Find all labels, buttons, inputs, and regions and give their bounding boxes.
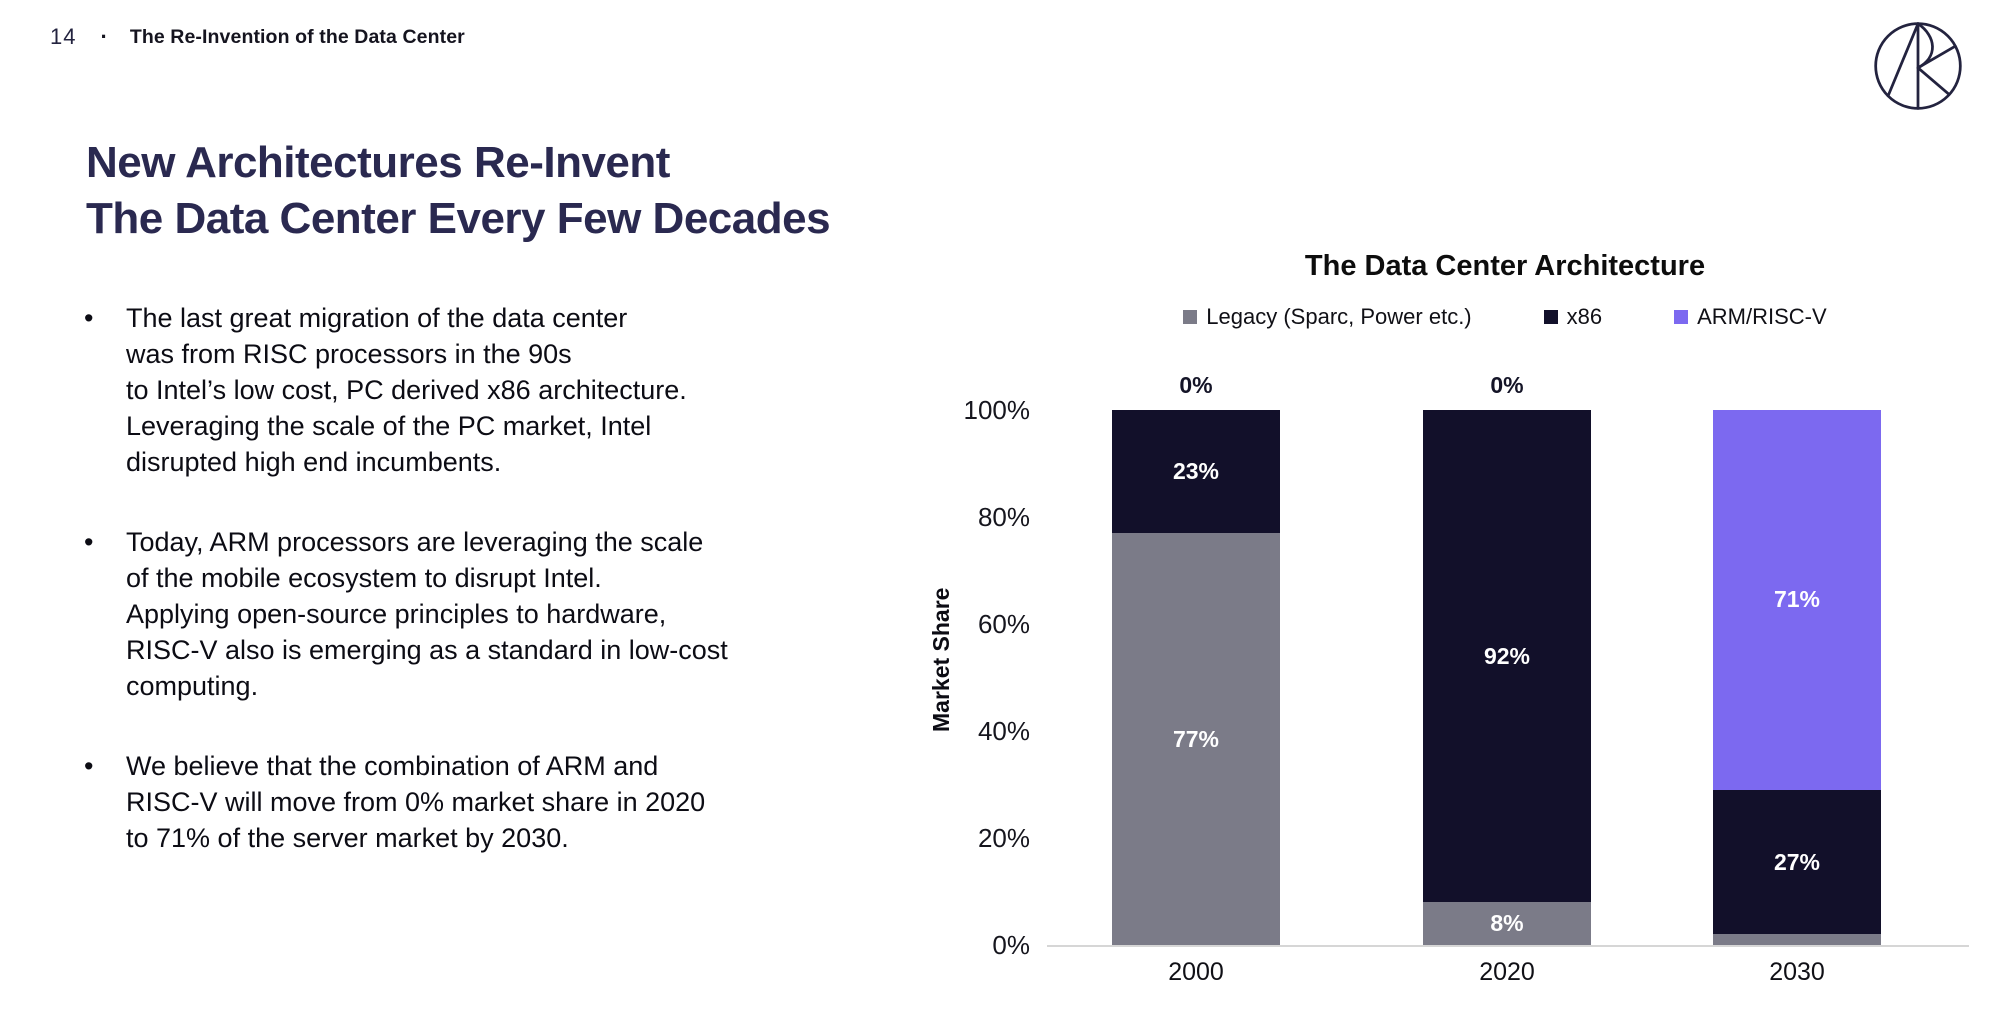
legend-item-arm-riscv: ARM/RISC-V xyxy=(1674,304,1827,330)
chart-legend: Legacy (Sparc, Power etc.) x86 ARM/RISC-… xyxy=(1050,304,1960,330)
legend-swatch-arm-riscv-icon xyxy=(1674,310,1689,324)
page-number: 14 xyxy=(50,24,77,49)
bar-segment-2000-1: 23% xyxy=(1112,410,1280,534)
bullet-line: Leveraging the scale of the PC market, I… xyxy=(126,411,652,441)
legend-label: ARM/RISC-V xyxy=(1697,304,1827,329)
bullet-marker: • xyxy=(84,527,94,557)
header-title: The Re-Invention of the Data Center xyxy=(129,25,465,48)
legend-label: Legacy (Sparc, Power etc.) xyxy=(1206,304,1472,329)
bullet-line: to 71% of the server market by 2030. xyxy=(126,823,569,853)
x-axis-category-label: 2020 xyxy=(1479,958,1535,986)
bullet-line: The last great migration of the data cen… xyxy=(126,303,628,333)
y-axis-tick-label: 100% xyxy=(963,395,1031,425)
bullet-line: Applying open-source principles to hardw… xyxy=(126,599,667,629)
data-label-zero: 0% xyxy=(1179,372,1213,398)
x-axis-category-label: 2000 xyxy=(1168,958,1224,986)
bullet-marker: • xyxy=(84,751,94,781)
y-axis-tick-label: 80% xyxy=(977,502,1030,532)
bullet-item: • We believe that the combination of ARM… xyxy=(84,748,884,856)
bar-segment-2020-1: 92% xyxy=(1423,410,1591,903)
bullet-line: computing. xyxy=(126,671,259,701)
slide-title: New Architectures Re-Invent The Data Cen… xyxy=(86,135,831,247)
bullet-text: We believe that the combination of ARM a… xyxy=(126,748,705,856)
bullet-item: • Today, ARM processors are leveraging t… xyxy=(84,524,884,704)
header-separator: · xyxy=(100,24,108,49)
bullet-line: was from RISC processors in the 90s xyxy=(126,339,572,369)
legend-swatch-x86-icon xyxy=(1543,310,1558,324)
y-axis-tick-label: 40% xyxy=(977,716,1030,746)
bullet-text: Today, ARM processors are leveraging the… xyxy=(126,524,728,704)
bullet-line: RISC-V will move from 0% market share in… xyxy=(126,787,706,817)
y-axis-tick-label: 60% xyxy=(977,609,1030,639)
bullet-line: of the mobile ecosystem to disrupt Intel… xyxy=(126,563,602,593)
data-label: 27% xyxy=(1773,848,1821,875)
slide-title-line1: New Architectures Re-Invent xyxy=(86,138,670,188)
chart-title: The Data Center Architecture xyxy=(1304,250,1706,282)
ark-logo-icon xyxy=(1872,20,1964,112)
data-label: 77% xyxy=(1172,725,1220,752)
plot-area: 100% 80% 60% 40% 20% 0% 77% 23% 0% 2000 8% 92% 0% 202… xyxy=(964,372,1969,986)
slide-header: 14 · The Re-Invention of the Data Center xyxy=(50,24,465,50)
y-axis-tick-label: 20% xyxy=(977,823,1030,853)
y-axis-tick-label: 0% xyxy=(992,930,1030,960)
bullet-marker: • xyxy=(84,303,94,333)
bullet-line: disrupted high end incumbents. xyxy=(126,447,502,477)
bullet-line: We believe that the combination of ARM a… xyxy=(126,751,659,781)
legend-label: x86 xyxy=(1566,304,1603,329)
data-label: 8% xyxy=(1490,910,1524,937)
legend-item-legacy: Legacy (Sparc, Power etc.) xyxy=(1183,304,1472,330)
data-label: 92% xyxy=(1483,642,1531,669)
legend-item-x86: x86 xyxy=(1543,304,1603,330)
bullet-line: Today, ARM processors are leveraging the… xyxy=(126,527,704,557)
bullet-text: The last great migration of the data cen… xyxy=(126,300,687,480)
bar-segment-2020-0: 8% xyxy=(1423,902,1591,945)
bar-segment-2030-0 xyxy=(1713,934,1881,945)
bar-segment-2030-1: 27% xyxy=(1713,789,1881,935)
x-axis-line xyxy=(1047,945,1969,947)
bullet-item: • The last great migration of the data c… xyxy=(84,300,884,480)
bullet-line: RISC-V also is emerging as a standard in… xyxy=(126,635,728,665)
data-label-zero: 0% xyxy=(1490,372,1524,398)
x-axis-category-label: 2030 xyxy=(1769,958,1825,986)
bullet-list: • The last great migration of the data c… xyxy=(84,300,884,900)
bar-segment-2000-0: 77% xyxy=(1112,533,1280,945)
data-label: 71% xyxy=(1773,586,1821,613)
data-label: 23% xyxy=(1172,458,1220,485)
legend-swatch-legacy-icon xyxy=(1183,310,1198,324)
bar-segment-2030-2: 71% xyxy=(1713,410,1881,790)
slide-title-line2: The Data Center Every Few Decades xyxy=(86,194,831,244)
bullet-line: to Intel’s low cost, PC derived x86 arch… xyxy=(126,375,687,405)
